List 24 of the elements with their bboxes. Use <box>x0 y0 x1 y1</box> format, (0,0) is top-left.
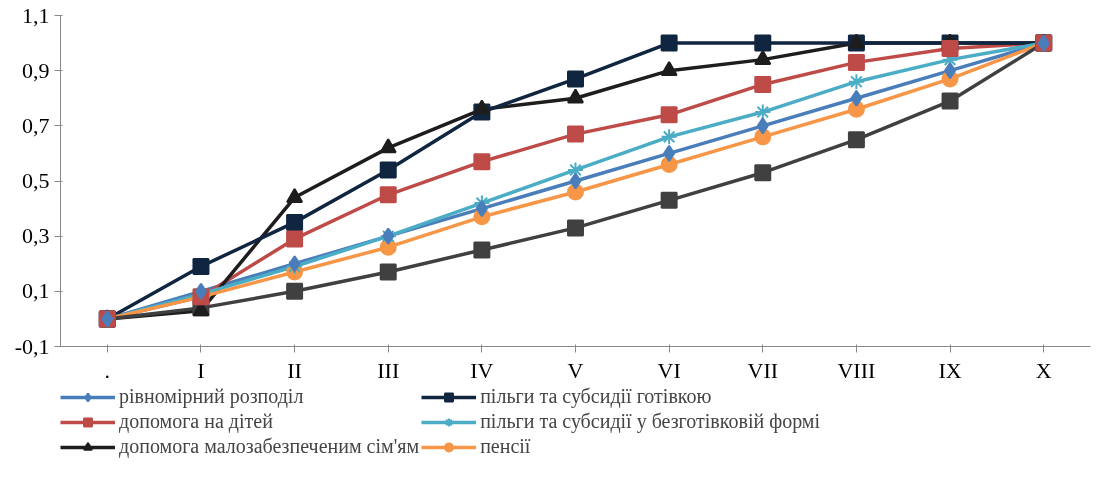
legend-label: рівномірний розподіл <box>119 385 304 408</box>
x-tick-label: V <box>567 357 584 383</box>
legend-label: пенсії <box>480 435 531 458</box>
x-tick-label: II <box>287 357 302 383</box>
x-tick-label: VIII <box>837 357 876 383</box>
legend-label: пільги та субсидії готівкою <box>480 385 712 408</box>
x-tick-label: IV <box>470 357 494 383</box>
legend-label: допомога малозабезпеченим сім'ям <box>119 435 420 458</box>
x-tick-label: . <box>104 357 111 383</box>
y-tick-label: 0,7 <box>22 112 50 138</box>
x-tick-label: III <box>377 357 400 383</box>
y-tick-label: 0,1 <box>22 278 50 304</box>
x-tick-label: I <box>197 357 205 383</box>
y-tick-label: -0,1 <box>14 333 50 359</box>
x-tick-label: VII <box>747 357 779 383</box>
legend-label: пільги та субсидії у безготівковій формі <box>480 410 821 433</box>
y-tick-label: 0,3 <box>22 223 50 249</box>
y-tick-label: 0,5 <box>22 168 50 193</box>
x-tick-label: X <box>1035 357 1052 383</box>
y-tick-label: 1,1 <box>22 2 50 28</box>
x-tick-label: IX <box>938 357 962 383</box>
y-tick-label: 0,9 <box>22 57 50 83</box>
legend-label: допомога на дітей <box>119 410 273 433</box>
x-tick-label: VI <box>657 357 681 383</box>
